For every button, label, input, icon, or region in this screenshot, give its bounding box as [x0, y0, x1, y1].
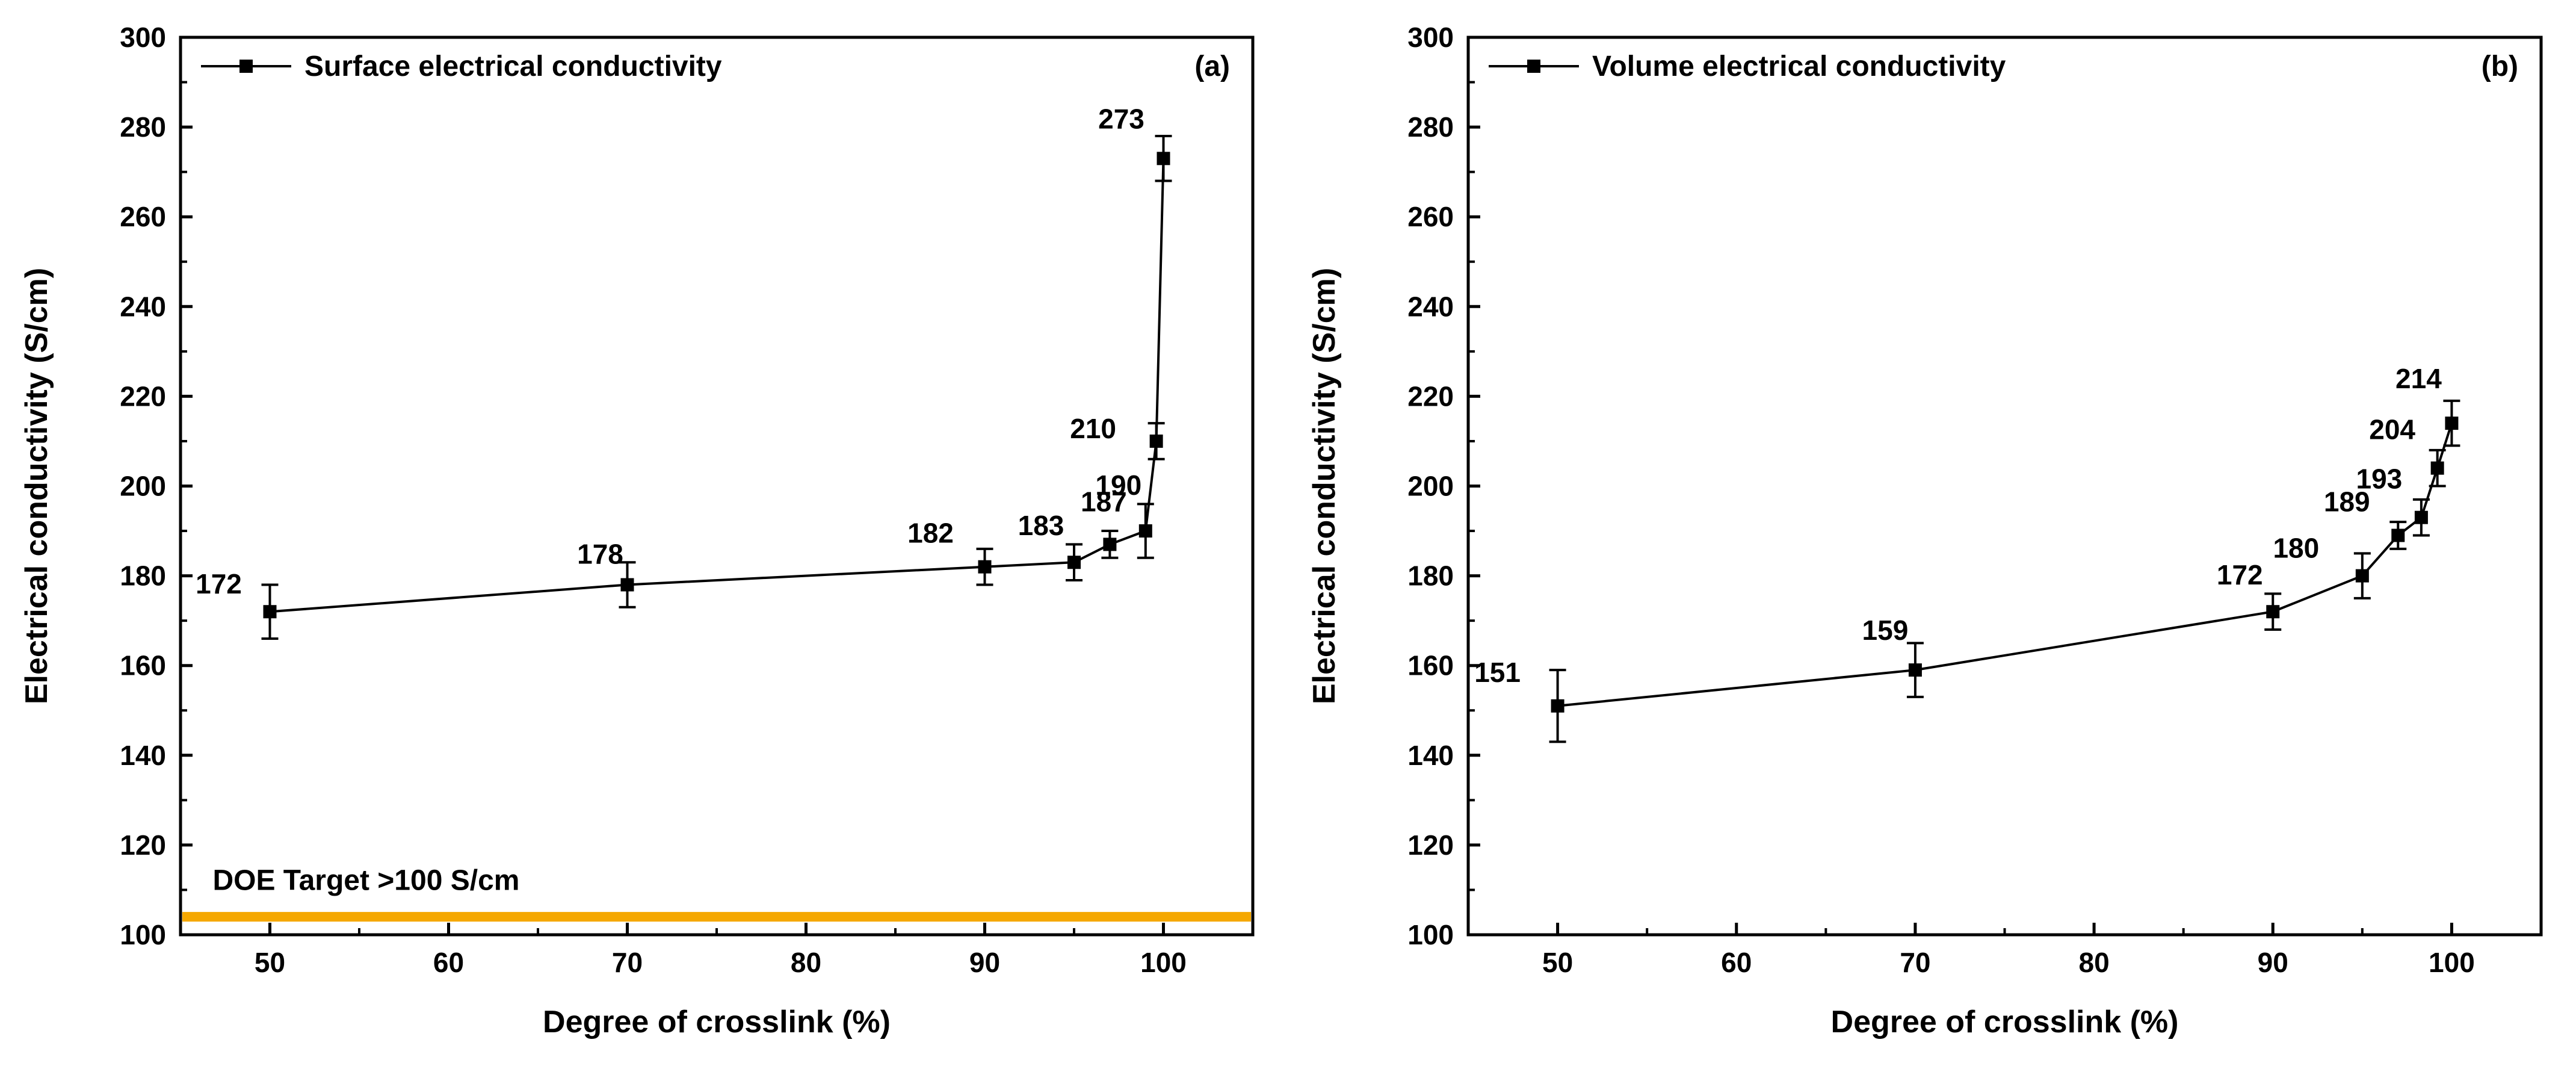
- y-tick-label: 220: [120, 380, 166, 412]
- data-point-label: 178: [577, 539, 623, 570]
- panel-label: (b): [2482, 51, 2518, 82]
- data-point-marker: [978, 560, 992, 574]
- y-tick-label: 220: [1407, 380, 1454, 412]
- chart-panel-a: 50 60 70 80 90 100 100 120 140 160 180 200 220 240 260…: [19, 22, 1255, 1039]
- data-point-marker: [1067, 556, 1081, 569]
- x-tick-label: 90: [2258, 947, 2288, 978]
- data-point-marker: [1138, 524, 1152, 538]
- data-point-marker: [2391, 528, 2405, 542]
- surface-conductivity-chart: 50 60 70 80 90 100 100 120 140 160 180 200 220 240 260…: [19, 22, 1255, 1039]
- data-point-label: 182: [907, 518, 954, 549]
- y-tick-label: 140: [120, 740, 166, 771]
- data-point-label: 172: [2217, 559, 2263, 590]
- data-point-marker: [2355, 569, 2369, 583]
- legend-marker-icon: [239, 60, 253, 73]
- y-tick-label: 240: [120, 291, 166, 322]
- y-tick-label: 160: [1407, 650, 1454, 681]
- data-point-label: 183: [1018, 510, 1064, 541]
- x-tick-label: 70: [1900, 947, 1930, 978]
- data-point-marker: [263, 605, 277, 619]
- y-tick-label: 100: [1407, 919, 1454, 950]
- data-point-marker: [2430, 461, 2444, 475]
- y-tick-label: 300: [1407, 22, 1454, 53]
- data-point-label: 159: [1862, 615, 1909, 646]
- y-tick-label: 100: [120, 919, 166, 950]
- data-point-label: 193: [2356, 463, 2403, 495]
- data-point-label: 180: [2273, 533, 2319, 564]
- x-tick-label: 70: [612, 947, 643, 978]
- y-axis-title: Electrical conductivity (S/cm): [19, 268, 54, 704]
- data-point-label: 214: [2395, 363, 2442, 394]
- y-tick-label: 180: [1407, 560, 1454, 592]
- x-tick-label: 60: [433, 947, 464, 978]
- chart-panel-b: 50 60 70 80 90 100 100 120 140 160 180 200 220 240 260…: [1288, 0, 2576, 1072]
- legend-label: Volume electrical conductivity: [1592, 51, 2006, 82]
- x-axis-title: Degree of crosslink (%): [543, 1005, 891, 1039]
- x-tick-label: 80: [791, 947, 821, 978]
- x-tick-label: 80: [2078, 947, 2109, 978]
- y-tick-label: 280: [1407, 111, 1454, 143]
- data-point-label: 204: [2369, 414, 2415, 445]
- data-point-marker: [2266, 605, 2280, 619]
- doe-target-text: DOE Target >100 S/cm: [212, 864, 519, 896]
- y-tick-label: 240: [1407, 291, 1454, 322]
- data-point-marker: [2445, 417, 2459, 430]
- data-point-label: 151: [1474, 657, 1521, 688]
- data-point-label: 210: [1070, 413, 1116, 444]
- x-tick-label: 50: [255, 947, 285, 978]
- y-tick-label: 120: [1407, 829, 1454, 861]
- legend-marker-icon: [1527, 60, 1540, 73]
- y-tick-label: 200: [120, 471, 166, 502]
- data-point-marker: [1149, 434, 1163, 448]
- data-point-label: 273: [1098, 103, 1144, 134]
- volume-conductivity-chart: 50 60 70 80 90 100 100 120 140 160 180 200 220 240 260…: [1307, 22, 2543, 1039]
- x-tick-label: 60: [1721, 947, 1752, 978]
- data-point-marker: [620, 578, 634, 592]
- y-tick-label: 140: [1407, 740, 1454, 771]
- x-axis-title: Degree of crosslink (%): [1831, 1005, 2179, 1039]
- y-axis-title: Electrical conductivity (S/cm): [1307, 268, 1342, 704]
- data-point-label: 187: [1081, 486, 1127, 517]
- y-tick-label: 280: [120, 111, 166, 143]
- data-point-label: 172: [196, 568, 242, 600]
- data-line: [1557, 423, 2453, 707]
- x-tick-label: 50: [1542, 947, 1573, 978]
- data-point-marker: [1157, 152, 1170, 166]
- data-point-marker: [1103, 538, 1117, 551]
- x-tick-label: 90: [969, 947, 1000, 978]
- x-tick-label: 100: [1140, 947, 1187, 978]
- data-point-label: 190: [1095, 469, 1141, 501]
- panel-label: (a): [1194, 51, 1230, 82]
- y-tick-label: 200: [1407, 471, 1454, 502]
- data-point-marker: [2414, 510, 2428, 524]
- x-tick-label: 100: [2429, 947, 2475, 978]
- y-tick-label: 260: [120, 201, 166, 232]
- y-tick-label: 160: [120, 650, 166, 681]
- data-line: [270, 158, 1165, 613]
- y-tick-label: 260: [1407, 201, 1454, 232]
- data-point-marker: [1908, 663, 1922, 677]
- y-tick-label: 180: [120, 560, 166, 592]
- y-tick-label: 120: [120, 829, 166, 861]
- y-tick-label: 300: [120, 22, 166, 53]
- data-point-label: 189: [2324, 486, 2370, 518]
- data-point-marker: [1551, 699, 1564, 713]
- legend-label: Surface electrical conductivity: [304, 51, 722, 82]
